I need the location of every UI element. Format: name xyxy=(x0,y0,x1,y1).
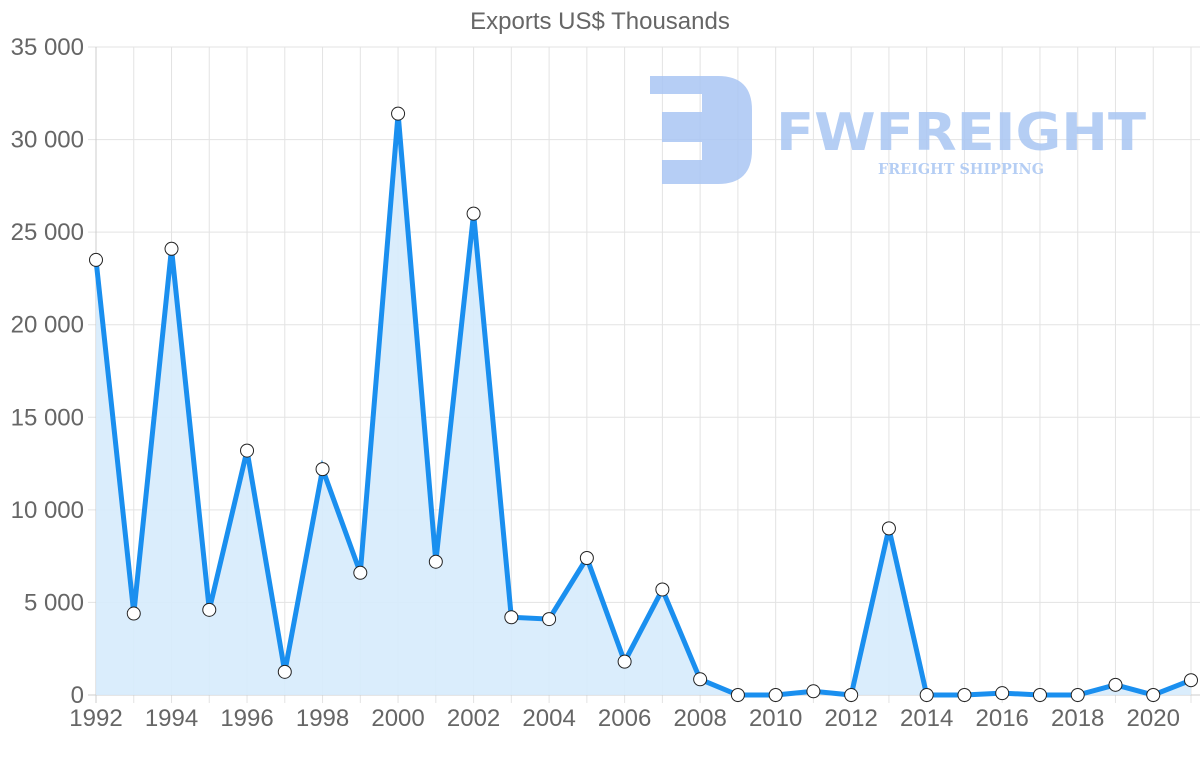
data-points xyxy=(89,106,1198,702)
data-point[interactable] xyxy=(844,688,859,702)
y-tick-label: 0 xyxy=(71,682,84,709)
y-tick-label: 35 000 xyxy=(11,34,84,61)
data-point[interactable] xyxy=(1108,677,1123,692)
x-tick-label: 2020 xyxy=(1127,705,1180,732)
data-point[interactable] xyxy=(1184,673,1198,688)
data-point[interactable] xyxy=(542,612,557,627)
fwfreight-logo-icon xyxy=(650,76,752,184)
x-tick-label: 2014 xyxy=(900,705,953,732)
data-point[interactable] xyxy=(353,565,368,580)
y-tick-label: 15 000 xyxy=(11,404,84,431)
x-tick-label: 1994 xyxy=(145,705,198,732)
data-point[interactable] xyxy=(277,664,292,679)
data-point[interactable] xyxy=(1146,688,1161,702)
x-tick-label: 2004 xyxy=(522,705,575,732)
data-point[interactable] xyxy=(202,602,217,617)
y-tick-label: 5 000 xyxy=(24,589,84,616)
x-tick-label: 1996 xyxy=(220,705,273,732)
x-tick-label: 2002 xyxy=(447,705,500,732)
data-point[interactable] xyxy=(957,688,972,702)
data-point[interactable] xyxy=(919,688,934,702)
y-tick-label: 20 000 xyxy=(11,312,84,339)
area-fill xyxy=(96,113,1191,695)
data-point[interactable] xyxy=(655,582,670,597)
data-point[interactable] xyxy=(1032,688,1047,702)
data-point[interactable] xyxy=(806,684,821,699)
data-point[interactable] xyxy=(730,688,745,702)
watermark-brand: FWFREIGHT xyxy=(776,103,1147,163)
chart-title: Exports US$ Thousands xyxy=(470,8,730,35)
x-tick-label: 2000 xyxy=(371,705,424,732)
x-tick-label: 2006 xyxy=(598,705,651,732)
data-point[interactable] xyxy=(428,554,443,569)
data-point[interactable] xyxy=(164,241,179,256)
x-tick-label: 2012 xyxy=(824,705,877,732)
data-point[interactable] xyxy=(504,610,519,625)
data-point[interactable] xyxy=(995,686,1010,701)
data-point[interactable] xyxy=(768,688,783,702)
data-point[interactable] xyxy=(89,252,103,267)
data-point[interactable] xyxy=(391,106,406,121)
x-tick-label: 2010 xyxy=(749,705,802,732)
data-point[interactable] xyxy=(881,521,896,536)
y-tick-label: 25 000 xyxy=(11,219,84,246)
x-tick-label: 2008 xyxy=(673,705,726,732)
y-tick-label: 30 000 xyxy=(11,127,84,154)
data-point[interactable] xyxy=(315,462,330,477)
x-tick-label: 2018 xyxy=(1051,705,1104,732)
data-point[interactable] xyxy=(579,550,594,565)
data-point[interactable] xyxy=(240,443,255,458)
x-axis: 1992 1994 1996 1998 2000 2002 2004 2006 2008 2010… xyxy=(69,705,1180,732)
x-tick-label: 1998 xyxy=(296,705,349,732)
x-tick-label: 2016 xyxy=(976,705,1029,732)
data-point[interactable] xyxy=(693,672,708,687)
y-axis: 0 5 000 10 000 15 000 20 000 25 000 30 000 35 0… xyxy=(11,34,84,709)
data-point[interactable] xyxy=(1070,688,1085,702)
data-point[interactable] xyxy=(617,654,632,669)
x-tick-label: 1992 xyxy=(69,705,122,732)
fwfreight-watermark: FWFREIGHT FREIGHT SHIPPING xyxy=(650,76,1147,184)
data-point[interactable] xyxy=(466,206,481,221)
data-point[interactable] xyxy=(126,606,141,621)
y-tick-label: 10 000 xyxy=(11,497,84,524)
watermark-tagline: FREIGHT SHIPPING xyxy=(878,160,1044,178)
